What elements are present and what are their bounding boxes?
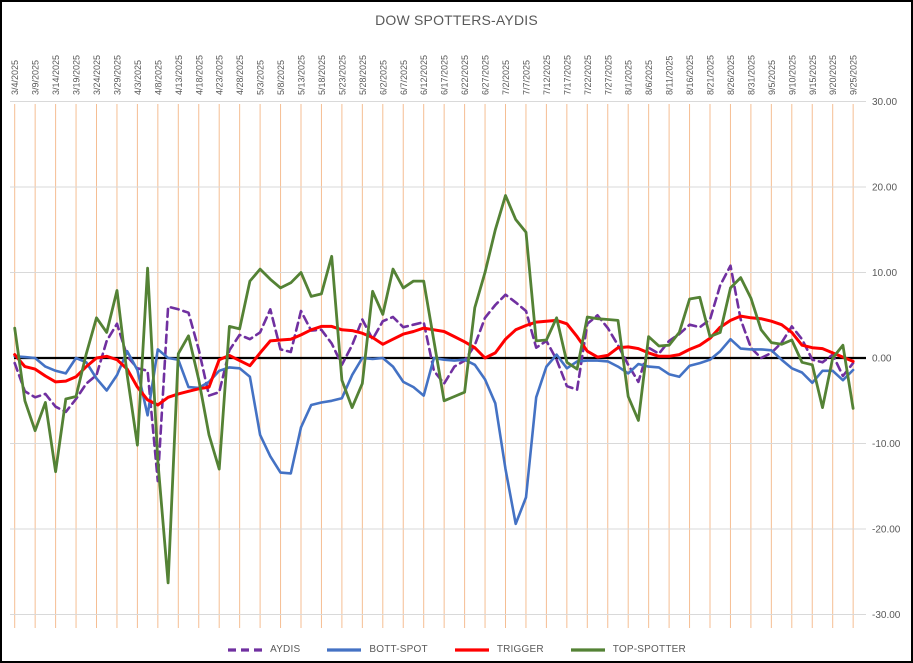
bott-spot-line-swatch [327, 647, 362, 652]
x-axis-date-label: 4/18/2025 [194, 55, 204, 95]
legend-label: BOTT-SPOT [369, 644, 428, 655]
x-axis-date-label: 8/1/2025 [624, 60, 634, 95]
x-axis-date-label: 6/22/2025 [460, 55, 470, 95]
x-axis-date-label: 9/25/2025 [849, 55, 859, 95]
legend-item-trigger[interactable]: TRIGGER [454, 644, 544, 655]
y-axis-label: 20.00 [872, 183, 897, 194]
x-axis-date-label: 9/5/2025 [767, 60, 777, 95]
aydis-line-swatch [228, 647, 263, 652]
x-axis-date-label: 6/27/2025 [481, 55, 491, 95]
x-axis-date-label: 9/20/2025 [828, 55, 838, 95]
x-axis-date-label: 3/24/2025 [92, 55, 102, 95]
x-axis-date-label: 5/28/2025 [358, 55, 368, 95]
x-axis-date-label: 6/7/2025 [399, 60, 409, 95]
x-axis-date-label: 9/15/2025 [808, 55, 818, 95]
x-axis-date-label: 3/14/2025 [51, 55, 61, 95]
x-axis-date-label: 6/17/2025 [440, 55, 450, 95]
x-axis-date-label: 7/22/2025 [583, 55, 593, 95]
legend-item-bott-spot[interactable]: BOTT-SPOT [326, 644, 428, 655]
x-axis-date-label: 3/29/2025 [112, 55, 122, 95]
y-axis-label: -10.00 [872, 439, 901, 450]
y-axis-label: 0.00 [872, 354, 892, 365]
x-axis-date-label: 4/28/2025 [235, 55, 245, 95]
x-axis-date-label: 3/19/2025 [72, 55, 82, 95]
series-line-top-spotter[interactable] [13, 194, 855, 585]
x-axis-date-label: 8/6/2025 [644, 60, 654, 95]
y-axis-label: 10.00 [872, 268, 897, 279]
legend-item-top-spotter[interactable]: TOP-SPOTTER [570, 644, 686, 655]
legend-item-aydis[interactable]: AYDIS [227, 644, 300, 655]
series-line-aydis[interactable] [13, 264, 855, 483]
x-axis-date-label: 3/4/2025 [10, 60, 20, 95]
x-axis-date-label: 7/2/2025 [501, 60, 511, 95]
y-axis-label: 30.00 [872, 97, 897, 108]
x-axis-date-label: 8/26/2025 [726, 55, 736, 95]
y-axis-label: -20.00 [872, 525, 901, 536]
x-axis-date-label: 4/8/2025 [153, 60, 163, 95]
x-axis-date-label: 8/16/2025 [685, 55, 695, 95]
legend-label: TRIGGER [496, 644, 544, 655]
chart-title: DOW SPOTTERS-AYDIS [375, 12, 538, 28]
legend-label: AYDIS [270, 644, 301, 655]
x-axis-date-label: 8/11/2025 [665, 56, 675, 95]
x-axis-date-label: 5/3/2025 [256, 60, 266, 95]
x-axis-date-label: 3/9/2025 [31, 60, 41, 95]
trigger-line-swatch [454, 647, 489, 652]
x-axis-date-label: 4/13/2025 [174, 55, 184, 95]
x-axis-date-label: 7/7/2025 [521, 60, 531, 95]
y-axis-label: -30.00 [872, 610, 901, 621]
x-axis-date-label: 5/8/2025 [276, 60, 286, 95]
legend: AYDIS BOTT-SPOT TRIGGER TOP-SPOTTER [0, 644, 913, 655]
x-axis-date-label: 5/23/2025 [337, 55, 347, 95]
x-axis-date-label: 7/17/2025 [562, 55, 572, 95]
x-axis-date-label: 4/23/2025 [215, 55, 225, 95]
x-axis-date-label: 9/10/2025 [787, 55, 797, 95]
x-axis-date-label: 6/12/2025 [419, 55, 429, 95]
x-axis-date-label: 4/3/2025 [133, 60, 143, 95]
x-axis-date-label: 6/2/2025 [378, 60, 388, 95]
x-axis-date-label: 5/13/2025 [297, 55, 307, 95]
x-axis-date-label: 7/27/2025 [603, 55, 613, 95]
legend-label: TOP-SPOTTER [612, 644, 686, 655]
x-axis-date-label: 8/31/2025 [746, 55, 756, 95]
top-spotter-line-swatch [570, 647, 605, 652]
x-axis-date-label: 5/18/2025 [317, 55, 327, 95]
x-axis-date-label: 8/21/2025 [706, 55, 716, 95]
x-axis-date-label: 7/12/2025 [542, 55, 552, 95]
